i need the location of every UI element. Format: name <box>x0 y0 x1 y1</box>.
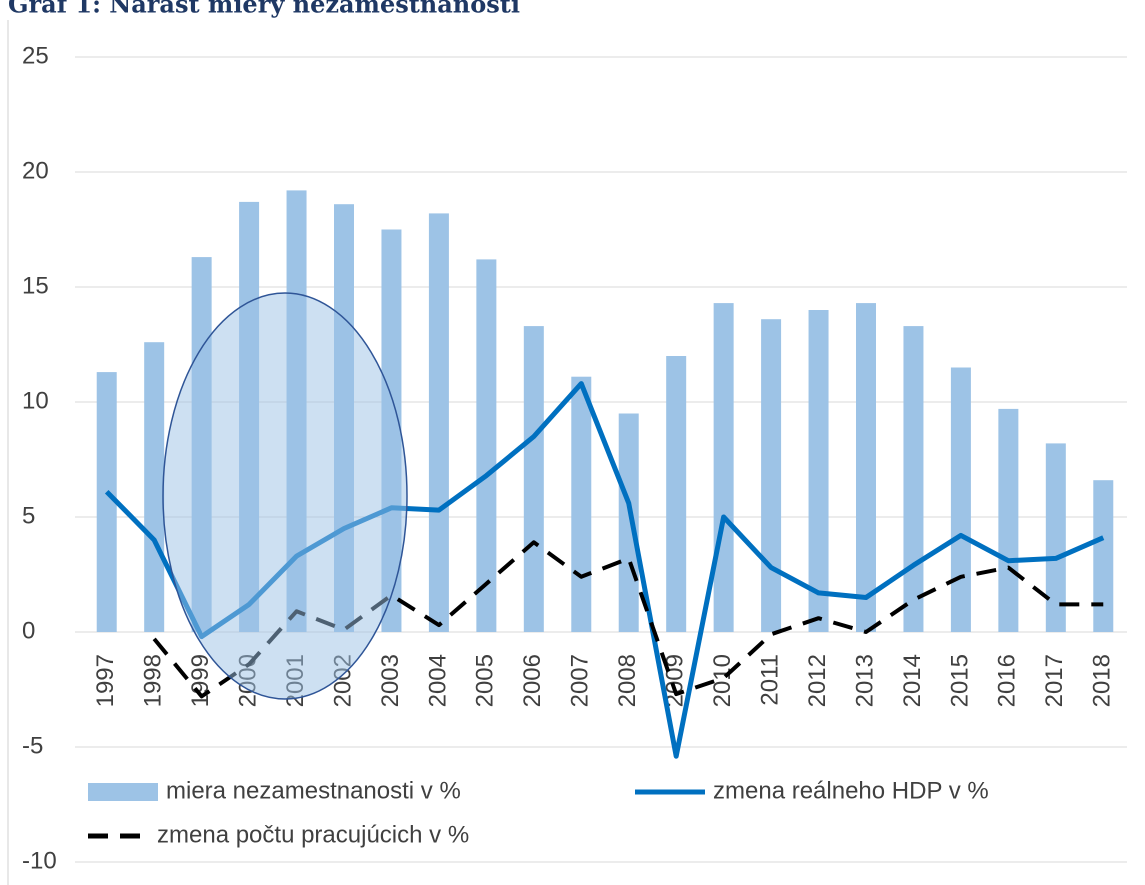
y-tick-label: 5 <box>22 502 35 529</box>
x-tick-label: 1998 <box>140 654 167 707</box>
x-tick-label: 2014 <box>899 654 926 707</box>
x-tick-label: 2018 <box>1089 654 1116 707</box>
x-tick-label: 2004 <box>424 654 451 707</box>
chart-title: Graf 1: Nárast miery nezamestnanosti <box>8 0 520 19</box>
x-tick-label: 2013 <box>851 654 878 707</box>
bar <box>713 303 734 632</box>
bar <box>808 310 829 632</box>
x-tick-label: 2007 <box>567 654 594 707</box>
x-tick-label: 2006 <box>519 654 546 707</box>
y-tick-label: 25 <box>22 42 49 69</box>
y-tick-label: -5 <box>22 732 43 759</box>
bar <box>856 303 876 632</box>
y-tick-label: 10 <box>22 387 49 414</box>
bar <box>618 413 639 632</box>
x-tick-label: 2003 <box>377 654 404 707</box>
x-tick-label: 2005 <box>472 654 499 707</box>
y-tick-label: 0 <box>22 617 35 644</box>
legend-swatch <box>88 783 158 801</box>
highlight-ellipse <box>162 292 408 700</box>
x-tick-label: 2012 <box>804 654 831 707</box>
x-tick-label: 1999 <box>187 654 214 707</box>
x-tick-label: 2008 <box>614 654 641 707</box>
bar <box>666 356 687 632</box>
x-tick-label: 2015 <box>946 654 973 707</box>
bar <box>523 326 544 632</box>
x-tick-label: 2017 <box>1041 654 1068 707</box>
y-tick-label: 15 <box>22 272 49 299</box>
x-tick-label: 1997 <box>92 654 119 707</box>
y-tick-label: -10 <box>22 847 57 874</box>
bar <box>144 342 165 632</box>
x-tick-label: 2011 <box>756 654 783 706</box>
bar <box>96 372 117 632</box>
bar <box>428 213 449 632</box>
legend-label: zmena počtu pracujúcich v % <box>157 821 469 848</box>
bar <box>1093 480 1114 632</box>
bar <box>998 408 1019 632</box>
bar <box>950 367 971 632</box>
bar <box>761 319 782 632</box>
y-tick-label: 20 <box>22 157 49 184</box>
bar <box>476 259 497 632</box>
legend-label: miera nezamestnanosti v % <box>166 777 461 804</box>
legend-label: zmena reálneho HDP v % <box>713 777 989 804</box>
bar <box>571 376 592 632</box>
bar <box>903 326 924 632</box>
x-tick-label: 2016 <box>994 654 1021 707</box>
bar <box>1045 443 1066 632</box>
